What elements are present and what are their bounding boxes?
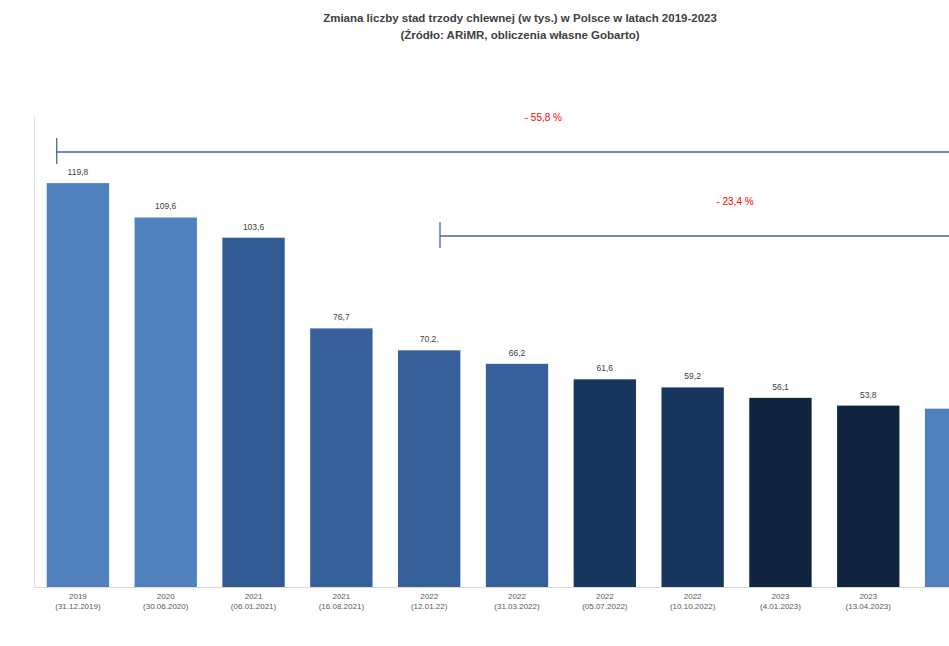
x-tick: 2022(31.03.2022) — [494, 587, 540, 611]
bar — [837, 406, 899, 587]
bar — [222, 238, 284, 587]
x-tick: 2023(13.04.2023) — [846, 587, 892, 611]
bracket-tick — [56, 138, 57, 164]
x-tick-label: 2022(31.03.2022) — [494, 592, 540, 611]
annotation: - 23,4 % — [716, 196, 753, 207]
data-label: 61,6 — [597, 363, 614, 373]
y-axis-line — [34, 116, 35, 588]
x-tick-label: 2021(16.08.2021) — [319, 592, 365, 611]
x-tick-label: 2019(31.12.2019) — [55, 592, 101, 611]
annotations: - 55,8 % - 23,4 % — [57, 112, 949, 248]
x-axis-line — [35, 587, 949, 588]
bar — [574, 379, 636, 587]
x-tick-label: 2022(12.01.22) — [411, 592, 448, 611]
x-tick-label: 2023(13.04.2023) — [846, 592, 892, 611]
x-tick: 2019(31.12.2019) — [55, 587, 101, 611]
bar — [135, 217, 197, 587]
data-label: 56,1 — [772, 382, 789, 392]
x-tick-label: 2023(4.01.2023) — [760, 592, 801, 611]
x-tick: 2020(30.06.2020) — [143, 587, 189, 611]
data-label: 70,2. — [420, 334, 439, 344]
bar — [398, 350, 460, 587]
data-label: 119,8 — [68, 167, 89, 177]
data-label: 66,2 — [509, 348, 526, 358]
x-tick: 2021(06.01.2021) — [231, 587, 277, 611]
data-labels: 119,8 109,6 103,6 76,7 70,2. 66,2 61,6 59,2 56,1… — [68, 167, 877, 400]
x-tick-label: 2022(05.07.2022) — [582, 592, 628, 611]
data-label: 76,7 — [333, 312, 350, 322]
bar — [661, 387, 723, 587]
x-tick: 2021(16.08.2021) — [319, 587, 365, 611]
bracket-line — [440, 235, 949, 236]
data-label: 59,2 — [684, 371, 701, 381]
data-label: 109,6 — [155, 201, 177, 211]
x-tick: 2022(05.07.2022) — [582, 587, 628, 611]
bar — [925, 409, 949, 587]
bracket-line — [57, 151, 949, 152]
bar — [47, 183, 109, 587]
x-axis: 2019(31.12.2019) 2020(30.06.2020) 2021(06.… — [35, 587, 949, 611]
data-label: 103,6 — [243, 222, 265, 232]
subtitle: (Źródło: ARiMR, obliczenia własne Gobart… — [400, 29, 639, 41]
title: Zmiana liczby stad trzody chlewnej (w ty… — [323, 12, 717, 24]
chart: Zmiana liczby stad trzody chlewnej (w ty… — [0, 0, 949, 646]
x-tick-label: 2020(30.06.2020) — [143, 592, 189, 611]
bar — [310, 328, 372, 587]
bar — [749, 398, 811, 587]
bracket-tick — [439, 222, 440, 248]
x-tick: 2023(4.01.2023) — [760, 587, 801, 611]
data-label: 53,8 — [860, 390, 877, 400]
x-tick-label: 2021(06.01.2021) — [231, 592, 277, 611]
annotation: - 55,8 % — [525, 112, 562, 123]
bars — [47, 183, 949, 587]
x-tick: 2022(12.01.22) — [411, 587, 448, 611]
y-axis — [34, 116, 35, 588]
bar — [486, 364, 548, 587]
x-tick-label: 2022(10.10.2022) — [670, 592, 716, 611]
x-tick: 2022(10.10.2022) — [670, 587, 716, 611]
